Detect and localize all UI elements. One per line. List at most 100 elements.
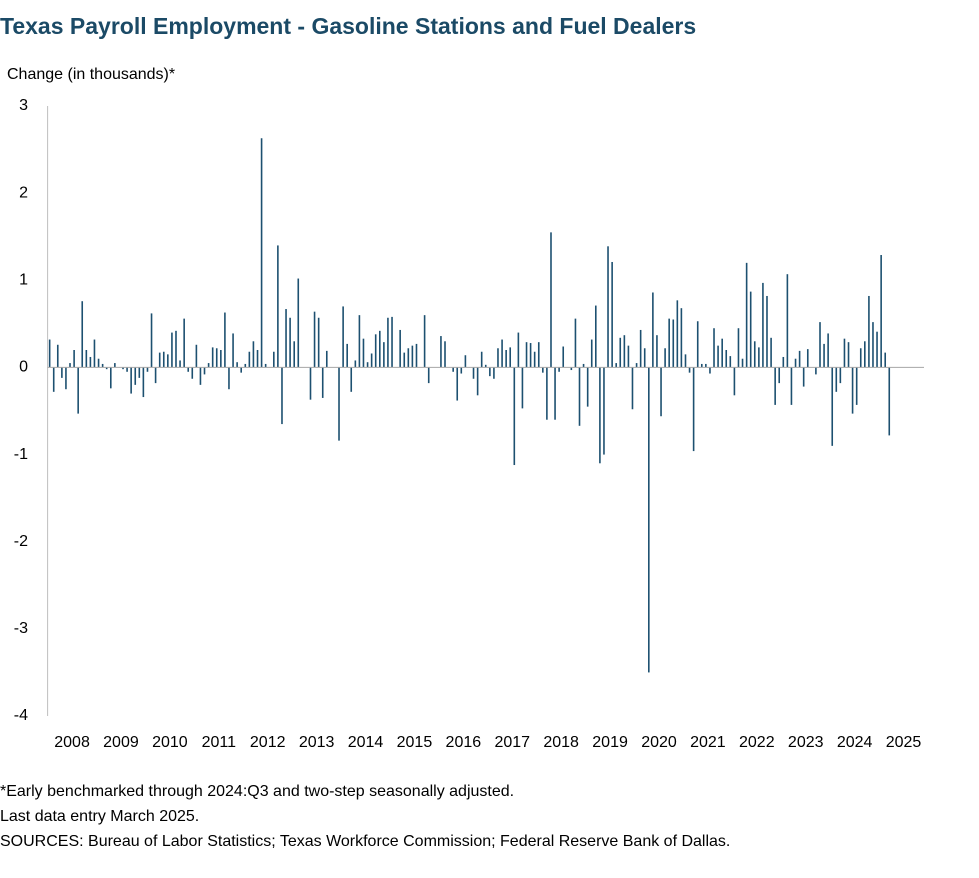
bar	[497, 348, 499, 368]
y-tick-label: -4	[14, 707, 28, 724]
bar	[831, 367, 834, 446]
x-tick-label: 2019	[592, 734, 628, 751]
bar	[574, 318, 577, 368]
y-tick-label: -3	[14, 620, 28, 637]
bar	[550, 232, 552, 368]
x-tick-label: 2013	[299, 734, 335, 751]
bar	[240, 367, 242, 373]
bar	[501, 339, 503, 368]
bar	[211, 347, 214, 368]
bar	[582, 363, 585, 368]
bar	[142, 367, 145, 398]
bar	[766, 295, 768, 368]
bar	[656, 335, 658, 368]
bar	[680, 308, 683, 368]
bar	[599, 367, 601, 464]
x-tick-label: 2024	[837, 734, 873, 751]
bar	[207, 363, 210, 368]
bar	[464, 355, 467, 368]
bar	[770, 337, 772, 368]
bar	[790, 367, 793, 405]
bar	[407, 348, 410, 368]
bar	[815, 367, 817, 375]
bar	[48, 339, 51, 368]
bar	[260, 138, 263, 368]
bar	[93, 339, 96, 368]
bar	[346, 343, 348, 368]
bar	[321, 367, 324, 398]
bar	[252, 341, 255, 368]
bar	[872, 322, 874, 368]
bar	[619, 337, 622, 368]
x-tick-label: 2018	[543, 734, 579, 751]
y-tick-label: -1	[14, 446, 28, 463]
bar	[383, 342, 385, 368]
bar	[725, 350, 728, 368]
bar	[244, 363, 247, 368]
bar	[273, 351, 275, 368]
bar	[444, 341, 446, 368]
bar	[171, 332, 173, 368]
bar	[146, 367, 149, 372]
bar	[493, 367, 495, 379]
bar	[835, 367, 838, 392]
bar	[774, 367, 776, 405]
bar	[350, 367, 353, 392]
bar	[228, 367, 230, 390]
bar	[590, 339, 593, 368]
bar	[652, 292, 654, 368]
bar	[484, 364, 487, 368]
bar	[366, 362, 369, 368]
bar	[668, 318, 670, 368]
y-tick-label: 1	[19, 272, 28, 289]
bar	[224, 312, 226, 368]
bar	[77, 367, 79, 414]
bar	[379, 330, 381, 368]
bar	[56, 344, 59, 368]
bar	[452, 367, 454, 372]
bar	[684, 354, 687, 368]
bar	[819, 322, 821, 368]
bar	[578, 367, 581, 426]
bar	[664, 348, 666, 368]
bar	[187, 367, 190, 372]
bar	[696, 321, 699, 368]
x-tick-label: 2021	[690, 734, 726, 751]
bar	[52, 367, 55, 392]
bar	[101, 363, 104, 368]
bar	[762, 282, 764, 368]
x-tick-label: 2014	[348, 734, 384, 751]
bar	[167, 354, 169, 368]
bar	[215, 348, 218, 368]
bar	[868, 295, 870, 368]
bar	[256, 350, 259, 368]
bar	[179, 360, 181, 368]
bar	[338, 367, 340, 441]
bar	[114, 363, 116, 368]
bar	[517, 332, 520, 368]
footnote: SOURCES: Bureau of Labor Statistics; Tex…	[0, 833, 730, 850]
bar	[285, 309, 287, 368]
bar	[843, 338, 846, 368]
bar	[737, 328, 740, 368]
bar	[533, 351, 536, 368]
bar	[85, 350, 88, 368]
bar	[411, 345, 414, 368]
bar	[362, 338, 365, 368]
bar	[476, 367, 479, 396]
bar	[721, 338, 723, 368]
bar	[749, 291, 752, 368]
bar	[403, 352, 406, 368]
bar	[220, 350, 222, 368]
bar	[758, 347, 760, 368]
bar	[705, 363, 707, 368]
y-tick-label: 3	[19, 97, 28, 114]
bar	[529, 343, 532, 368]
bar	[199, 367, 202, 385]
bar	[317, 317, 320, 368]
bar	[607, 246, 609, 368]
bar	[713, 328, 715, 368]
bar	[782, 356, 785, 368]
bar	[745, 262, 748, 368]
